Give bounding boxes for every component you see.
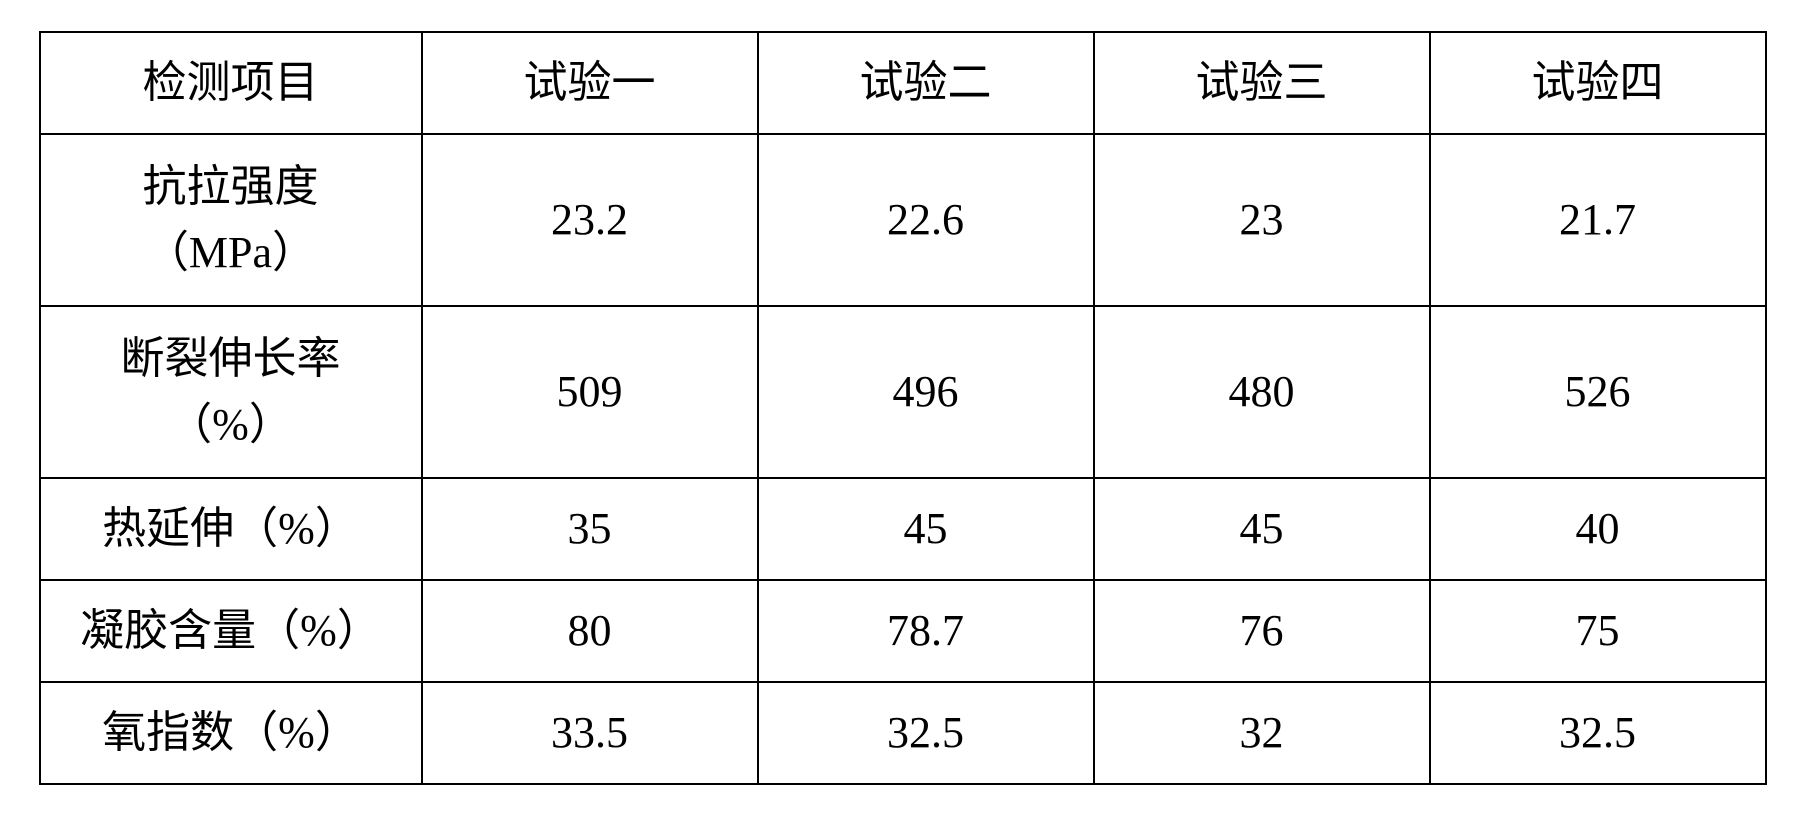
- cell-value: 32: [1094, 682, 1430, 784]
- table-row: 氧指数（%） 33.5 32.5 32 32.5: [40, 682, 1766, 784]
- cell-value: 526: [1430, 306, 1766, 478]
- cell-value: 22.6: [758, 134, 1094, 306]
- table-container: 检测项目 试验一 试验二 试验三 试验四 抗拉强度 （MPa） 23.2 22.…: [0, 0, 1805, 816]
- row-label: 热延伸（%）: [40, 478, 422, 580]
- cell-value: 35: [422, 478, 758, 580]
- col-header-t3: 试验三: [1094, 32, 1430, 134]
- cell-value: 80: [422, 580, 758, 682]
- table-row: 凝胶含量（%） 80 78.7 76 75: [40, 580, 1766, 682]
- cell-value: 23: [1094, 134, 1430, 306]
- col-header-t2: 试验二: [758, 32, 1094, 134]
- data-table: 检测项目 试验一 试验二 试验三 试验四 抗拉强度 （MPa） 23.2 22.…: [39, 31, 1767, 785]
- cell-value: 45: [1094, 478, 1430, 580]
- cell-value: 75: [1430, 580, 1766, 682]
- row-label: 断裂伸长率 （%）: [40, 306, 422, 478]
- col-header-t4: 试验四: [1430, 32, 1766, 134]
- cell-value: 32.5: [1430, 682, 1766, 784]
- cell-value: 496: [758, 306, 1094, 478]
- cell-value: 480: [1094, 306, 1430, 478]
- row-label-line1: 断裂伸长率: [121, 334, 341, 383]
- col-header-t1: 试验一: [422, 32, 758, 134]
- cell-value: 21.7: [1430, 134, 1766, 306]
- row-label-line2: （%）: [168, 400, 293, 449]
- col-header-item: 检测项目: [40, 32, 422, 134]
- cell-value: 509: [422, 306, 758, 478]
- cell-value: 23.2: [422, 134, 758, 306]
- cell-value: 40: [1430, 478, 1766, 580]
- cell-value: 32.5: [758, 682, 1094, 784]
- row-label-line1: 抗拉强度: [143, 162, 319, 211]
- row-label: 抗拉强度 （MPa）: [40, 134, 422, 306]
- table-row: 断裂伸长率 （%） 509 496 480 526: [40, 306, 1766, 478]
- row-label-line2: （MPa）: [145, 228, 316, 277]
- table-header-row: 检测项目 试验一 试验二 试验三 试验四: [40, 32, 1766, 134]
- table-row: 热延伸（%） 35 45 45 40: [40, 478, 1766, 580]
- cell-value: 33.5: [422, 682, 758, 784]
- table-row: 抗拉强度 （MPa） 23.2 22.6 23 21.7: [40, 134, 1766, 306]
- cell-value: 45: [758, 478, 1094, 580]
- cell-value: 76: [1094, 580, 1430, 682]
- row-label: 氧指数（%）: [40, 682, 422, 784]
- cell-value: 78.7: [758, 580, 1094, 682]
- row-label: 凝胶含量（%）: [40, 580, 422, 682]
